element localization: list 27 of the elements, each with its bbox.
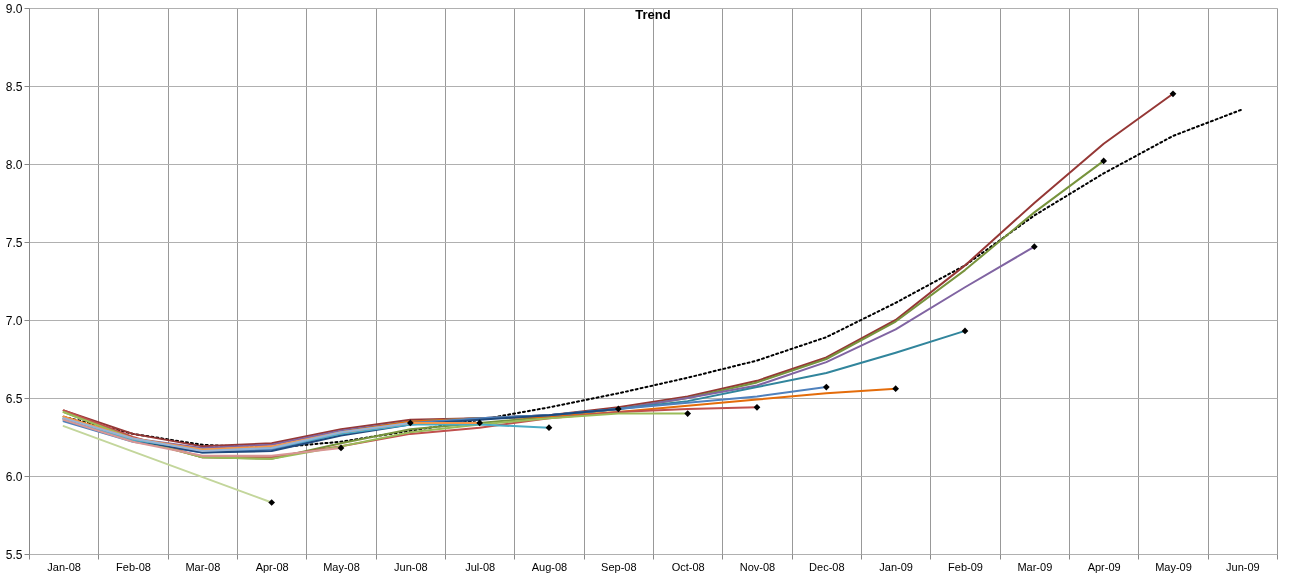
x-tick-label: Aug-08 <box>531 560 568 573</box>
x-tick-label: Dec-08 <box>809 560 845 573</box>
x-tick-label: Oct-08 <box>671 560 705 573</box>
x-tick-label: Feb-09 <box>948 560 983 573</box>
x-tick-label: Mar-08 <box>185 560 221 573</box>
chart-title: Trend <box>635 7 671 22</box>
x-tick-label: Sep-08 <box>601 560 637 573</box>
y-tick-label: 5.5 <box>5 547 23 562</box>
x-tick-label: Feb-08 <box>116 560 151 573</box>
y-tick-label: 8.0 <box>5 157 23 172</box>
x-tick-label: Nov-08 <box>739 560 776 573</box>
x-tick-label: Jun-09 <box>1226 560 1260 573</box>
x-tick-label: May-08 <box>323 560 360 573</box>
x-tick-label: Mar-09 <box>1017 560 1053 573</box>
x-tick-label: Apr-09 <box>1087 560 1121 573</box>
y-tick-label: 7.0 <box>5 313 23 328</box>
x-tick-label: Jan-08 <box>47 560 81 573</box>
x-tick-label: Jun-08 <box>394 560 428 573</box>
y-tick-label: 9.0 <box>5 1 23 16</box>
y-tick-label: 8.5 <box>5 79 23 94</box>
x-tick-label: Jul-08 <box>465 560 496 573</box>
x-tick-label: Apr-08 <box>255 560 289 573</box>
x-tick-label: Jan-09 <box>879 560 913 573</box>
y-tick-label: 7.5 <box>5 235 23 250</box>
y-tick-label: 6.0 <box>5 469 23 484</box>
x-tick-label: May-09 <box>1155 560 1192 573</box>
y-tick-label: 6.5 <box>5 391 23 406</box>
